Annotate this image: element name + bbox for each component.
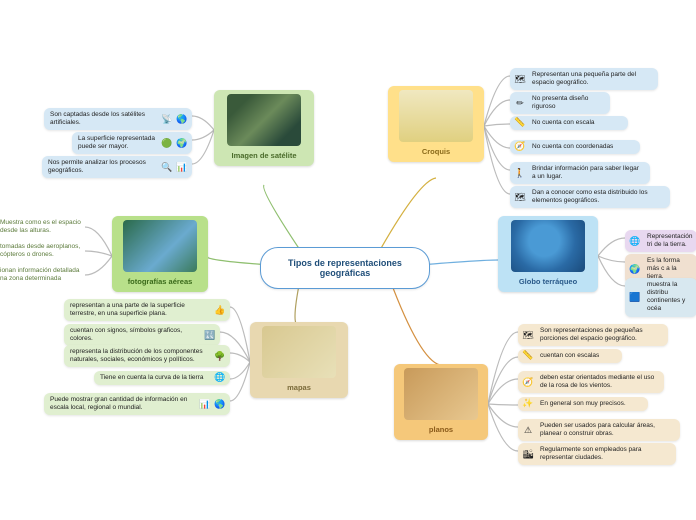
leaf-croquis-0[interactable]: Representan una pequeña parte del espaci… bbox=[510, 68, 658, 90]
node-thumb-aereas bbox=[123, 220, 197, 272]
leaf-icon: 📊 bbox=[175, 160, 189, 174]
leaf-icon: 📏 bbox=[521, 349, 535, 363]
node-title-aereas: fotografías aéreas bbox=[116, 275, 204, 288]
leaf-globo-2[interactable]: muestra la distribu continentes y océa🟦 bbox=[625, 278, 696, 317]
leaf-mapas-2[interactable]: representa la distribución de los compon… bbox=[64, 345, 230, 367]
leaf-aereas-1: tomadas desde aeroplanos, cópteros o dro… bbox=[0, 243, 85, 259]
leaf-icon: 🔣 bbox=[203, 328, 217, 342]
leaf-icon: 🟦 bbox=[628, 290, 642, 304]
leaf-croquis-4[interactable]: Brindar información para saber llegar a … bbox=[510, 162, 650, 184]
node-thumb-satelite bbox=[227, 94, 301, 146]
node-title-croquis: Croquis bbox=[392, 145, 480, 158]
leaf-icon: 🗺 bbox=[521, 328, 535, 342]
leaf-planos-2[interactable]: deben estar orientados mediante el uso d… bbox=[518, 371, 664, 393]
node-title-satelite: Imagen de satélite bbox=[218, 149, 310, 162]
node-title-globo: Globo terráqueo bbox=[502, 275, 594, 288]
node-thumb-mapas bbox=[262, 326, 336, 378]
node-title-mapas: mapas bbox=[254, 381, 344, 394]
leaf-croquis-1[interactable]: No presenta diseño riguroso✏ bbox=[510, 92, 610, 114]
leaf-icon: 🌍 bbox=[628, 262, 642, 276]
leaf-icon: 🚶 bbox=[513, 166, 527, 180]
node-mapas[interactable]: mapas bbox=[250, 322, 348, 398]
leaf-icon-2: 📡 bbox=[160, 112, 174, 126]
leaf-mapas-0[interactable]: representan a una parte de la superficie… bbox=[64, 299, 230, 321]
leaf-icon: ⚠ bbox=[521, 423, 535, 437]
leaf-satelite-2[interactable]: Nos permite analizar los procesos geográ… bbox=[42, 156, 192, 178]
leaf-icon: 📏 bbox=[513, 116, 527, 130]
leaf-icon: 🌎 bbox=[175, 112, 189, 126]
leaf-icon: ✨ bbox=[521, 397, 535, 411]
leaf-planos-0[interactable]: Son representaciones de pequeñas porcion… bbox=[518, 324, 668, 346]
node-globo[interactable]: Globo terráqueo bbox=[498, 216, 598, 292]
leaf-icon-2: 🔍 bbox=[160, 160, 174, 174]
leaf-icon: 🌐 bbox=[628, 234, 642, 248]
leaf-icon-2: 🟢 bbox=[160, 136, 174, 150]
leaf-globo-0[interactable]: Representación tri de la tierra.🌐 bbox=[625, 230, 696, 252]
leaf-aereas-2: ionan información detallada na zona dete… bbox=[0, 267, 85, 283]
leaf-croquis-3[interactable]: No cuenta con coordenadas🧭 bbox=[510, 140, 640, 154]
node-aereas[interactable]: fotografías aéreas bbox=[112, 216, 208, 292]
leaf-planos-1[interactable]: cuentan con escalas📏 bbox=[518, 349, 622, 363]
leaf-satelite-0[interactable]: Son captadas desde los satélites artific… bbox=[44, 108, 192, 130]
node-title-planos: planos bbox=[398, 423, 484, 436]
leaf-icon: 🌎 bbox=[213, 397, 227, 411]
leaf-croquis-5[interactable]: Dan a conocer como esta distribuido los … bbox=[510, 186, 670, 208]
leaf-icon: 🧭 bbox=[513, 140, 527, 154]
leaf-icon: 🧭 bbox=[521, 375, 535, 389]
leaf-satelite-1[interactable]: La superficie representada puede ser may… bbox=[72, 132, 192, 154]
leaf-icon-2: 📊 bbox=[198, 397, 212, 411]
leaf-planos-5[interactable]: Regularmente son empleados para represen… bbox=[518, 443, 676, 465]
central-topic: Tipos de representaciones geográficas bbox=[260, 247, 430, 289]
node-croquis[interactable]: Croquis bbox=[388, 86, 484, 162]
leaf-mapas-1[interactable]: cuentan con signos, símbolos graficos, c… bbox=[64, 324, 220, 346]
leaf-icon: 🌍 bbox=[175, 136, 189, 150]
leaf-aereas-0: Muestra como es el espacio desde las alt… bbox=[0, 219, 85, 235]
leaf-planos-4[interactable]: Pueden ser usados para calcular áreas, p… bbox=[518, 419, 680, 441]
leaf-icon: 🌳 bbox=[213, 349, 227, 363]
leaf-icon: 🏙 bbox=[521, 447, 535, 461]
leaf-icon: ✏ bbox=[513, 96, 527, 110]
leaf-icon: 🗺 bbox=[513, 190, 527, 204]
node-planos[interactable]: planos bbox=[394, 364, 488, 440]
leaf-mapas-3[interactable]: Tiene en cuenta la curva de la tierra🌐 bbox=[94, 371, 230, 385]
leaf-croquis-2[interactable]: No cuenta con escala📏 bbox=[510, 116, 628, 130]
node-thumb-planos bbox=[404, 368, 478, 420]
leaf-icon: 🌐 bbox=[213, 371, 227, 385]
leaf-icon: 👍 bbox=[213, 303, 227, 317]
leaf-mapas-4[interactable]: Puede mostrar gran cantidad de informaci… bbox=[44, 393, 230, 415]
leaf-icon: 🗺 bbox=[513, 72, 527, 86]
node-thumb-globo bbox=[511, 220, 585, 272]
leaf-planos-3[interactable]: En general son muy precisos.✨ bbox=[518, 397, 648, 411]
node-thumb-croquis bbox=[399, 90, 473, 142]
node-satelite[interactable]: Imagen de satélite bbox=[214, 90, 314, 166]
